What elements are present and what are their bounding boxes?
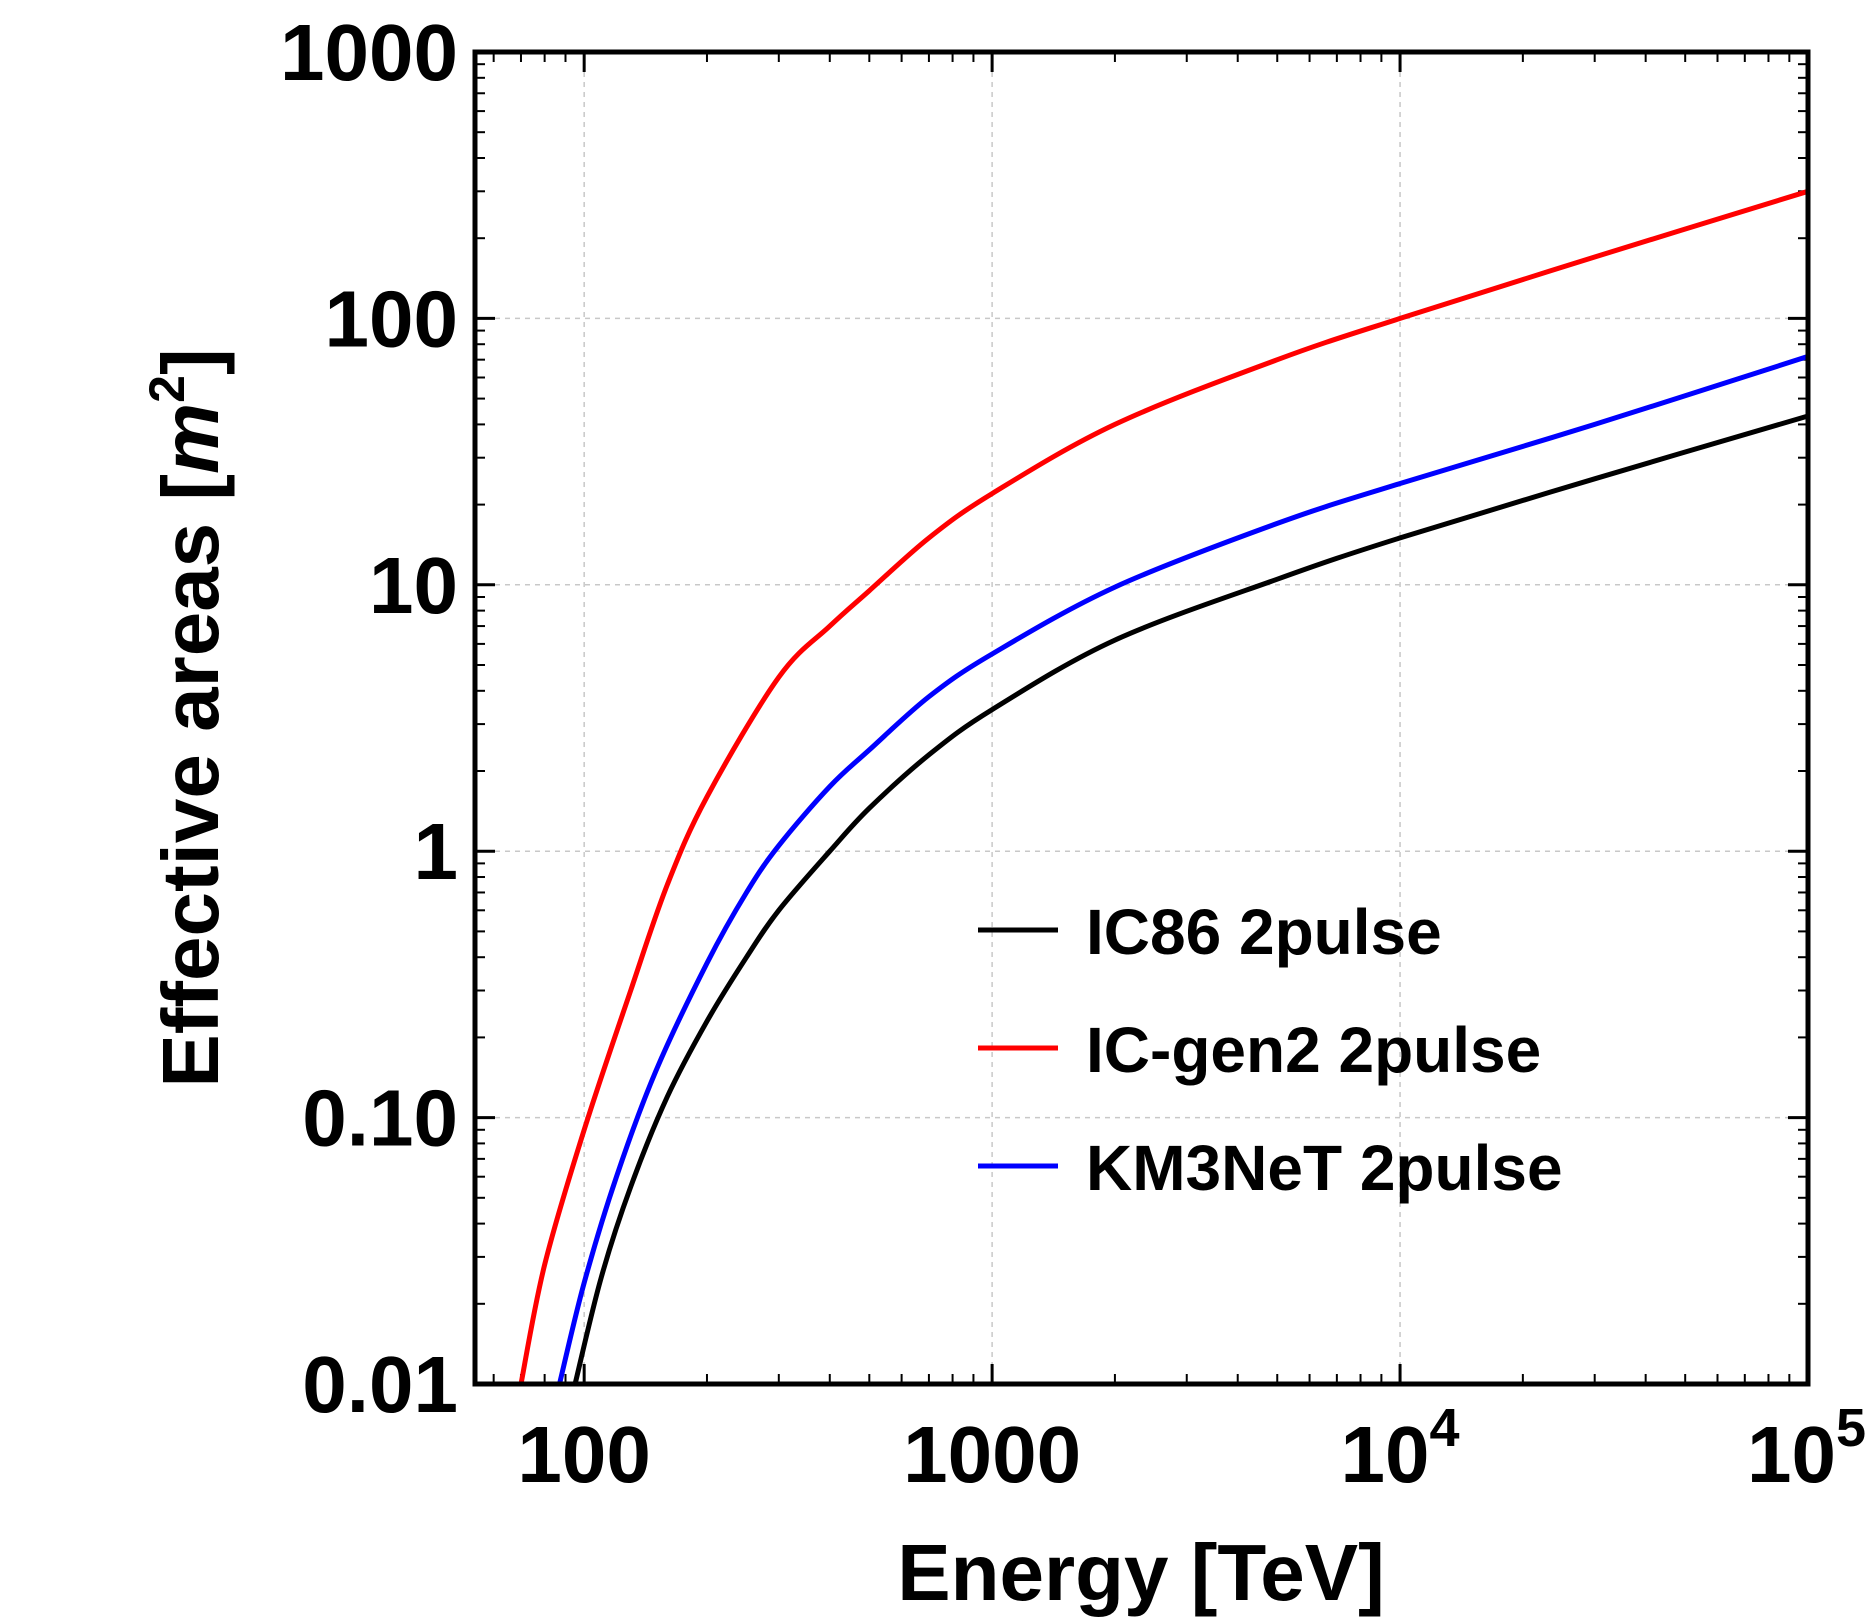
- x-tick-label-exponent: 5: [1836, 1398, 1866, 1458]
- x-tick-labels: 100 1000 104 105: [517, 1398, 1866, 1499]
- x-tick-label-base: 10: [1341, 1410, 1430, 1499]
- x-tick-label: 100: [517, 1410, 650, 1499]
- series-line-ic-gen2-2pulse: [518, 188, 1809, 1385]
- y-tick-label: 1000: [280, 8, 458, 97]
- y-tick-label: 1: [414, 807, 459, 896]
- legend-label-km3net-2pulse: KM3NeT 2pulse: [1086, 1132, 1563, 1204]
- y-tick-label: 0.10: [302, 1074, 458, 1163]
- series-line-km3net-2pulse: [557, 354, 1809, 1385]
- y-tick-label: 0.01: [302, 1340, 458, 1429]
- y-axis-label-exponent: 2: [139, 375, 195, 403]
- y-axis-label: Effective areas [m2]: [139, 348, 235, 1087]
- y-tick-label: 10: [369, 541, 458, 630]
- series-lines: [518, 188, 1809, 1385]
- series-line-ic86-2pulse: [572, 413, 1809, 1385]
- plot-frame: [472, 49, 1811, 1387]
- x-tick-label: 105: [1747, 1398, 1866, 1499]
- x-tick-label-base: 10: [1747, 1410, 1836, 1499]
- legend-label-ic86-2pulse: IC86 2pulse: [1086, 896, 1442, 968]
- x-tick-label: 104: [1341, 1398, 1460, 1499]
- legend-label-ic-gen2-2pulse: IC-gen2 2pulse: [1086, 1014, 1541, 1086]
- y-tick-label: 100: [325, 274, 458, 363]
- y-tick-labels: 0.01 0.10 1 10 100 1000: [280, 8, 458, 1429]
- x-tick-label: 1000: [903, 1410, 1081, 1499]
- y-axis-label-main: Effective areas [: [146, 474, 235, 1088]
- y-axis-label-unit: m: [146, 403, 235, 474]
- x-tick-label-exponent: 4: [1430, 1398, 1460, 1458]
- x-axis-label: Energy [TeV]: [897, 1528, 1385, 1617]
- grid-lines: [475, 52, 1808, 1384]
- y-axis-label-close: ]: [146, 348, 235, 375]
- legend: IC86 2pulse IC-gen2 2pulse KM3NeT 2pulse: [978, 896, 1563, 1204]
